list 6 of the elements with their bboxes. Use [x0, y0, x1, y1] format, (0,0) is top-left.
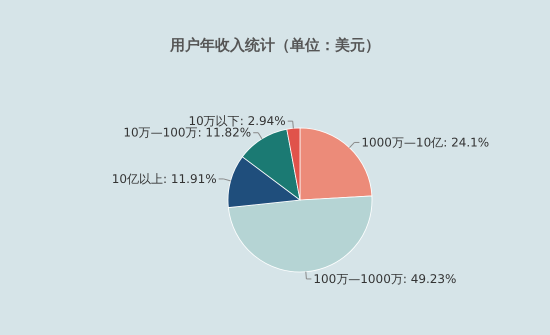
slice-label: 10万以下: 2.94%: [188, 114, 286, 128]
slice-label: 1000万—10亿: 24.1%: [361, 135, 490, 150]
slice-label: 10亿以上: 11.91%: [112, 172, 217, 186]
slice-label: 100万—1000万: 49.23%: [313, 272, 456, 286]
slice-label: 10万—100万: 11.82%: [123, 126, 252, 140]
chart-title: 用户年收入统计（单位：美元）: [169, 36, 380, 54]
